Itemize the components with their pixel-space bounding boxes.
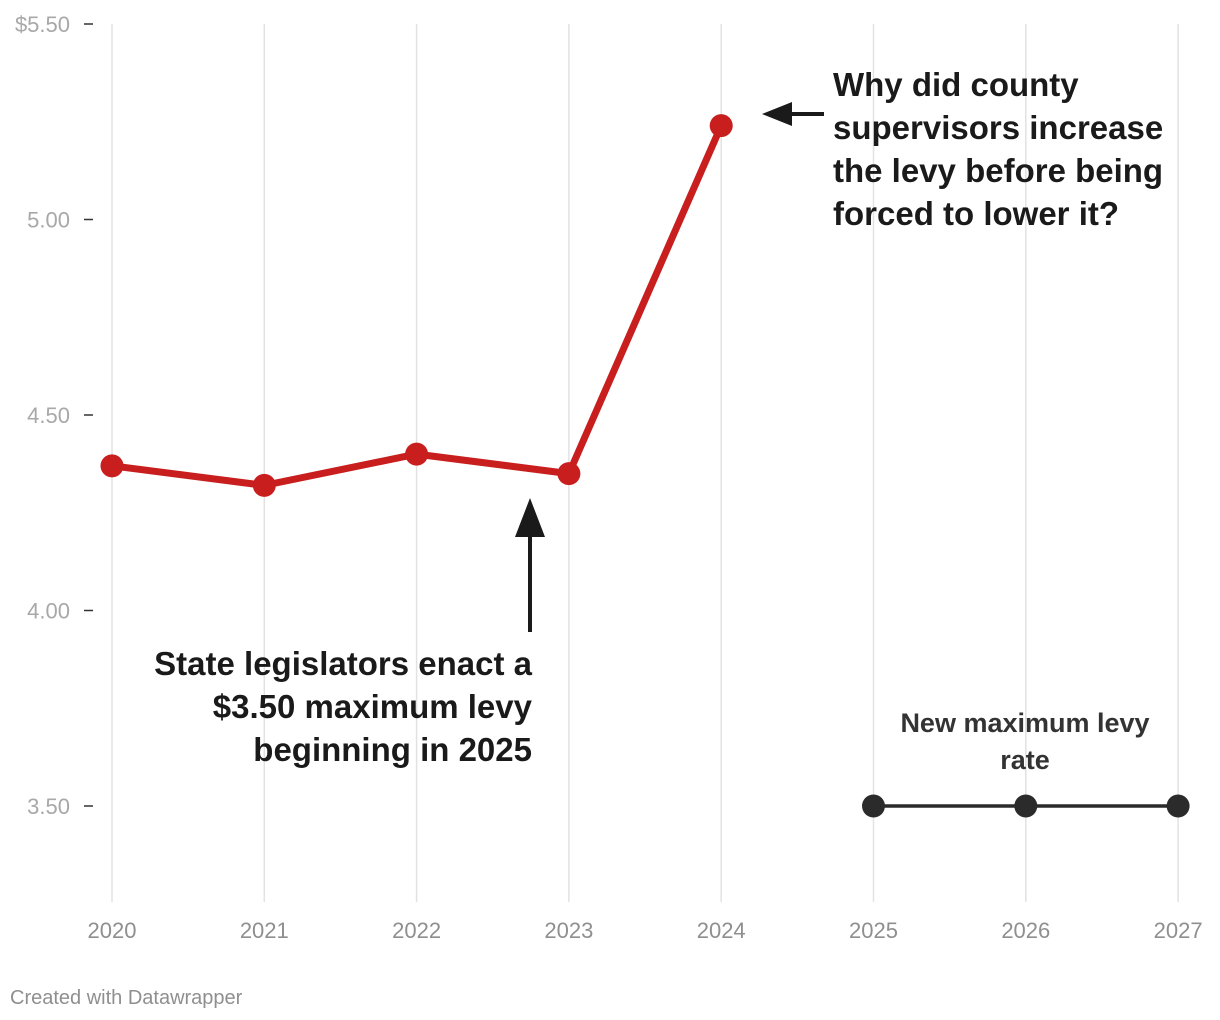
max-levy-label: New maximum levy rate (900, 708, 1149, 775)
legislators-annotation: State legislators enact a $3.50 maximum l… (154, 645, 532, 768)
x-tick-label: 2027 (1154, 918, 1203, 943)
max-levy-point-2026 (1014, 794, 1038, 818)
levy-point-2020 (100, 454, 124, 478)
x-tick-label: 2025 (849, 918, 898, 943)
supervisors-arrow-head (762, 102, 792, 126)
x-tick-label: 2024 (697, 918, 746, 943)
x-tick-label: 2020 (88, 918, 137, 943)
annotations: Why did county supervisors increase the le… (154, 66, 1163, 775)
annotation-arrows (515, 102, 824, 632)
supervisors-annotation-line: forced to lower it? (833, 195, 1119, 232)
levy-point-2024 (709, 114, 733, 138)
y-tick-label: 4.00 (27, 599, 70, 624)
y-tick-label: 5.00 (27, 208, 70, 233)
x-tick-label: 2022 (392, 918, 441, 943)
legislators-arrow-head (515, 498, 545, 537)
x-tick-label: 2026 (1001, 918, 1050, 943)
levy-point-2023 (557, 462, 581, 486)
credit-text: Created with Datawrapper (10, 987, 243, 1009)
y-tick-label: 3.50 (27, 794, 70, 819)
x-tick-label: 2023 (544, 918, 593, 943)
max-levy-label-line: rate (1000, 745, 1050, 775)
supervisors-annotation-line: the levy before being (833, 152, 1163, 189)
supervisors-annotation: Why did county supervisors increase the le… (833, 66, 1163, 232)
max-levy-point-2027 (1166, 794, 1190, 818)
y-tick-label: 4.50 (27, 403, 70, 428)
levy-point-2022 (405, 442, 429, 466)
series-1 (862, 794, 1190, 818)
y-tick-label: $5.50 (15, 12, 70, 37)
series-layer (100, 114, 1190, 818)
supervisors-annotation-line: supervisors increase (833, 109, 1163, 146)
supervisors-annotation-line: Why did county (833, 66, 1079, 103)
y-axis: 3.50 4.00 4.50 5.00 $5.50 (15, 12, 93, 819)
legislators-annotation-line: $3.50 maximum levy (213, 688, 533, 725)
levy-point-2021 (252, 473, 276, 497)
max-levy-label-line: New maximum levy (900, 708, 1149, 738)
x-axis: 2020 2021 2022 2023 2024 2025 2026 2027 (88, 918, 1203, 943)
max-levy-point-2025 (862, 794, 885, 818)
legislators-annotation-line: State legislators enact a (154, 645, 532, 682)
series-0 (100, 114, 733, 497)
legislators-annotation-line: beginning in 2025 (253, 731, 532, 768)
x-tick-label: 2021 (240, 918, 289, 943)
